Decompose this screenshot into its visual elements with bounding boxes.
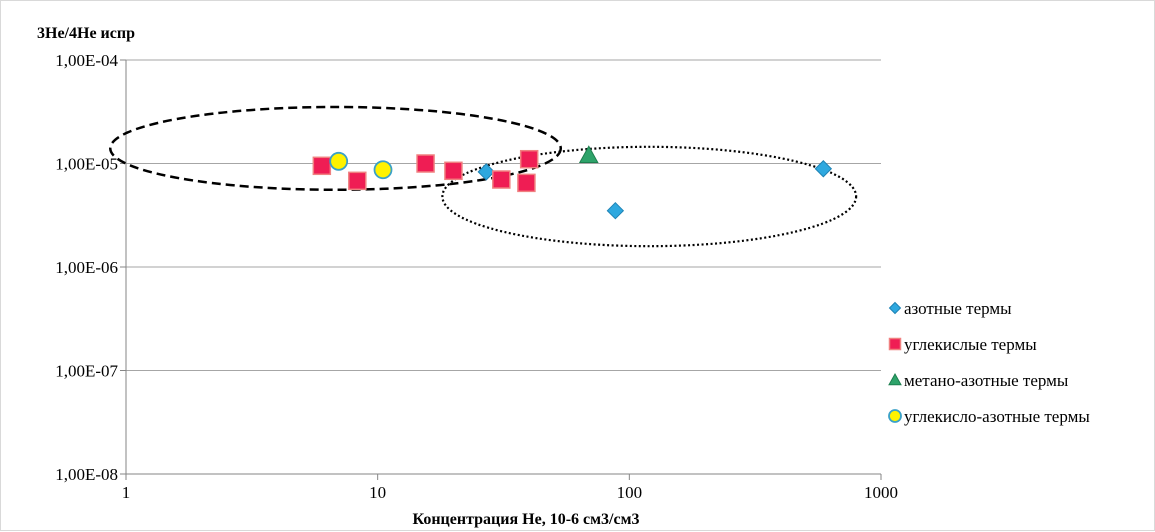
y-tick-label: 1,00E-05 bbox=[55, 155, 118, 174]
gridlines bbox=[126, 59, 881, 371]
highlight-ellipses bbox=[109, 105, 858, 248]
y-tick-labels: 1,00E-08 1,00E-07 1,00E-06 1,00E-05 1,00E-04 bbox=[55, 51, 118, 484]
dotted-ellipse bbox=[441, 145, 858, 248]
x-tick-label: 100 bbox=[617, 483, 643, 502]
data-point bbox=[416, 154, 435, 173]
legend-marker bbox=[888, 301, 902, 315]
legend: азотные термы углекислые термы метано-азот… bbox=[888, 299, 1090, 426]
data-point bbox=[492, 170, 511, 189]
x-tick-labels: 1 10 100 1000 bbox=[122, 483, 898, 502]
legend-label: метано-азотные термы bbox=[904, 371, 1069, 390]
data-point bbox=[517, 173, 536, 193]
legend-marker bbox=[888, 372, 902, 386]
y-tick-label: 1,00E-06 bbox=[55, 258, 118, 277]
x-tick-label: 1000 bbox=[864, 483, 898, 502]
data-point bbox=[477, 163, 495, 181]
x-tick-label: 10 bbox=[369, 483, 386, 502]
data-point bbox=[329, 151, 349, 171]
axes bbox=[120, 59, 882, 480]
legend-label: углекисло-азотные термы bbox=[904, 407, 1090, 426]
y-tick-label: 1,00E-04 bbox=[55, 51, 118, 70]
data-point bbox=[444, 161, 463, 181]
legend-marker bbox=[888, 337, 902, 351]
data-point bbox=[519, 149, 539, 169]
legend-marker bbox=[888, 409, 902, 423]
data-point bbox=[312, 156, 332, 176]
data-point bbox=[606, 201, 625, 220]
y-tick-label: 1,00E-08 bbox=[55, 465, 118, 484]
data-point bbox=[373, 160, 393, 180]
x-axis-label: Концентрация He, 10-6 см3/см3 bbox=[413, 511, 640, 528]
x-tick-label: 1 bbox=[122, 483, 131, 502]
data-point bbox=[814, 160, 833, 178]
dashed-ellipse bbox=[109, 105, 563, 192]
data-points bbox=[312, 145, 833, 220]
y-axis-label: 3He/4He испр bbox=[37, 25, 135, 42]
legend-label: углекислые термы bbox=[904, 335, 1037, 354]
y-tick-label: 1,00E-07 bbox=[55, 362, 118, 381]
data-point bbox=[578, 145, 599, 164]
legend-label: азотные термы bbox=[904, 299, 1012, 318]
data-point bbox=[348, 171, 367, 191]
